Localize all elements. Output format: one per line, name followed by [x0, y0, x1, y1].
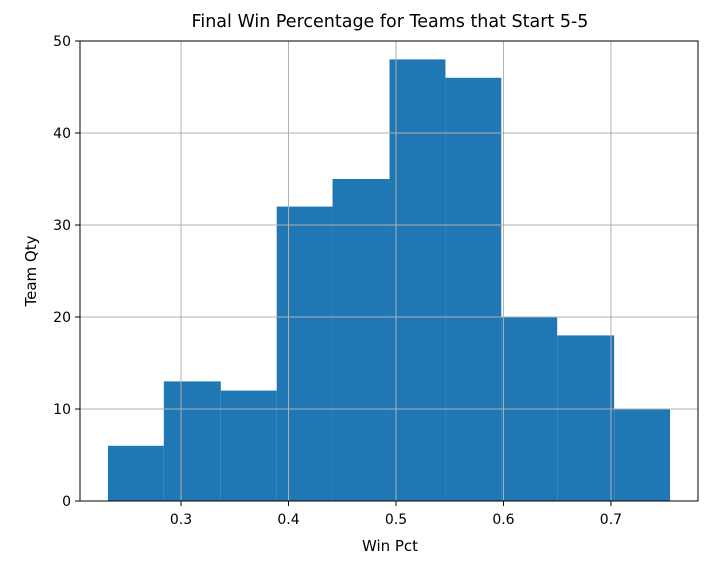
plot-frame: [79, 40, 699, 502]
y-tick-label-1: 0: [62, 494, 71, 510]
x-tick-label-3: 0.5: [385, 512, 407, 528]
ticks-layer: 0.3 0.4 0.5 0.6 0.7 0 10 20 30 40 50: [53, 34, 622, 528]
y-tick-label-4: 30: [53, 218, 71, 234]
x-tick-label-4: 0.6: [492, 512, 514, 528]
x-axis-label: Win Pct: [362, 537, 418, 555]
y-tick-label-2: 10: [53, 402, 71, 418]
histogram-bar-3: [220, 390, 277, 501]
histogram-bar-10: [614, 409, 671, 501]
histogram-bar-9: [557, 335, 615, 501]
histogram-bar-1: [107, 445, 164, 501]
x-tick-label-2: 0.4: [277, 512, 299, 528]
chart-title: Final Win Percentage for Teams that Star…: [192, 12, 589, 32]
y-axis-label: Team Qty: [22, 235, 40, 307]
y-tick-label-3: 20: [53, 310, 71, 326]
histogram-bar-4: [276, 206, 333, 501]
y-tick-label-6: 50: [53, 34, 71, 50]
histogram-bar-5: [332, 179, 390, 501]
histogram-bar-7: [445, 77, 502, 502]
bars-layer: [107, 59, 671, 502]
histogram-bar-6: [389, 59, 446, 502]
y-tick-label-5: 40: [53, 126, 71, 142]
histogram-bar-2: [163, 381, 221, 501]
x-tick-label-1: 0.3: [170, 512, 192, 528]
x-tick-label-5: 0.7: [600, 512, 622, 528]
